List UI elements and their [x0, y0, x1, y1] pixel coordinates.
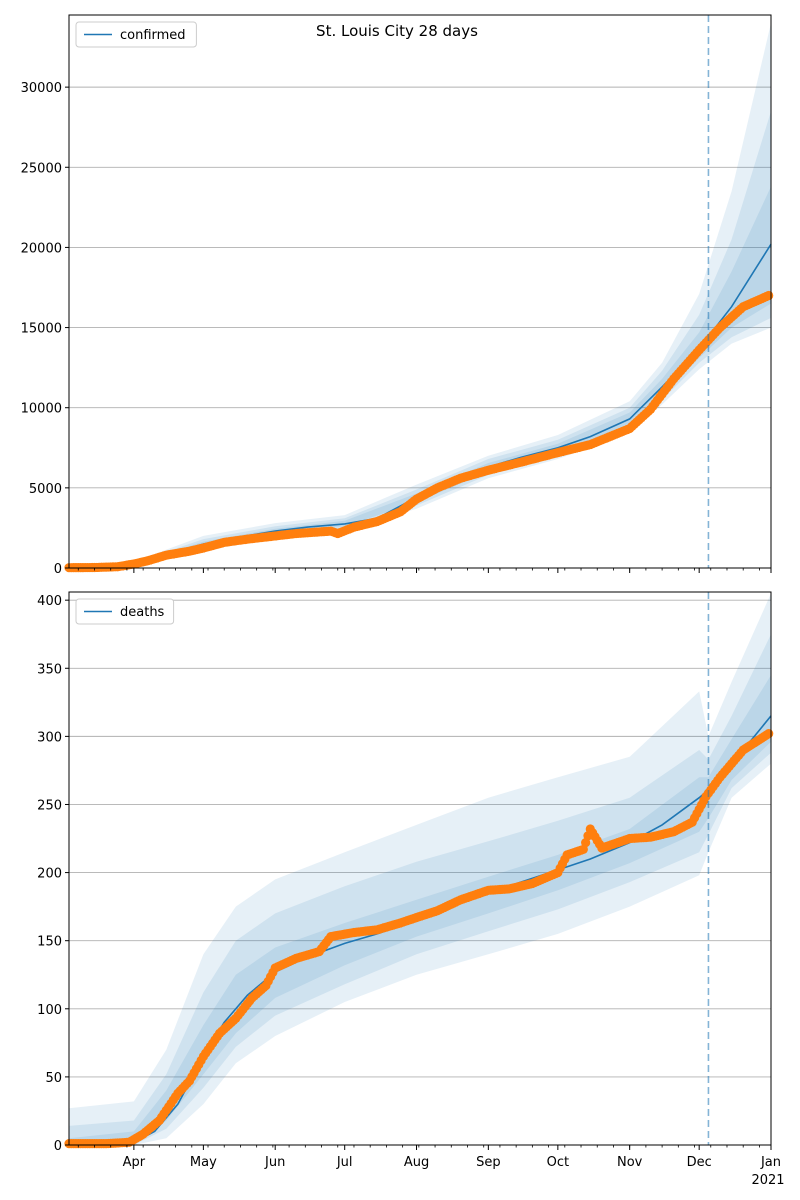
x-tick-label: Sep	[476, 1155, 501, 1170]
y-tick-label: 300	[37, 730, 62, 745]
observed-point	[764, 729, 774, 739]
legend: confirmed	[75, 21, 197, 48]
y-tick-label: 400	[37, 594, 62, 609]
uncertainty-band	[69, 675, 771, 1145]
chart-title: St. Louis City 28 days	[316, 22, 478, 40]
observed-point	[764, 290, 774, 301]
x-tick-label: Nov	[617, 1155, 643, 1170]
observed-points	[64, 729, 774, 1149]
y-tick-label: 100	[37, 1003, 62, 1018]
legend: deaths	[75, 598, 175, 625]
plot-frame	[68, 591, 772, 1146]
plot-frame	[68, 14, 772, 569]
y-tick-label: 25000	[21, 161, 62, 176]
x-tick-label: Jul	[336, 1155, 353, 1170]
y-tick-label: 350	[37, 662, 62, 677]
y-tick-label: 0	[54, 1139, 62, 1154]
y-tick-label: 10000	[21, 402, 62, 417]
uncertainty-band	[69, 634, 771, 1145]
x-tick-label: Dec	[687, 1155, 712, 1170]
y-tick-label: 200	[37, 867, 62, 882]
y-tick-label: 5000	[29, 482, 62, 497]
y-tick-label: 50	[45, 1071, 62, 1086]
y-axis-ticks: 0 50 100 150 200 250 300 350 400	[37, 594, 69, 1154]
x-tick-label: Apr	[123, 1155, 146, 1170]
x-tick-label: Oct	[547, 1155, 569, 1170]
x-axis-ticks: Apr May Jun Jul Aug Sep Oct Nov Dec Jan	[77, 1145, 781, 1170]
observed-points	[64, 290, 774, 573]
y-tick-label: 30000	[21, 81, 62, 96]
x-tick-label: May	[190, 1155, 217, 1170]
uncertainty-band	[69, 23, 771, 568]
y-tick-label: 15000	[21, 322, 62, 337]
confirmed-panel: 0 5000 10000 15000 20000 25000 30000 confirmed	[21, 14, 774, 577]
x-tick-label: Aug	[404, 1155, 429, 1170]
x-tick-label: Jan	[760, 1155, 781, 1170]
y-tick-label: 150	[37, 935, 62, 950]
x-tick-label: Jun	[264, 1155, 285, 1170]
y-axis-ticks: 0 5000 10000 15000 20000 25000 30000	[21, 81, 69, 577]
year-label: 2021	[751, 1173, 784, 1188]
legend-label: confirmed	[120, 28, 186, 43]
uncertainty-bands	[69, 23, 771, 568]
legend-label: deaths	[120, 605, 165, 620]
y-tick-label: 0	[54, 562, 62, 577]
y-tick-label: 20000	[21, 241, 62, 256]
y-tick-label: 250	[37, 798, 62, 813]
deaths-panel: 0 50 100 150 200 250 300 350 400 Apr May Jun Jul Aug…	[37, 591, 781, 1170]
